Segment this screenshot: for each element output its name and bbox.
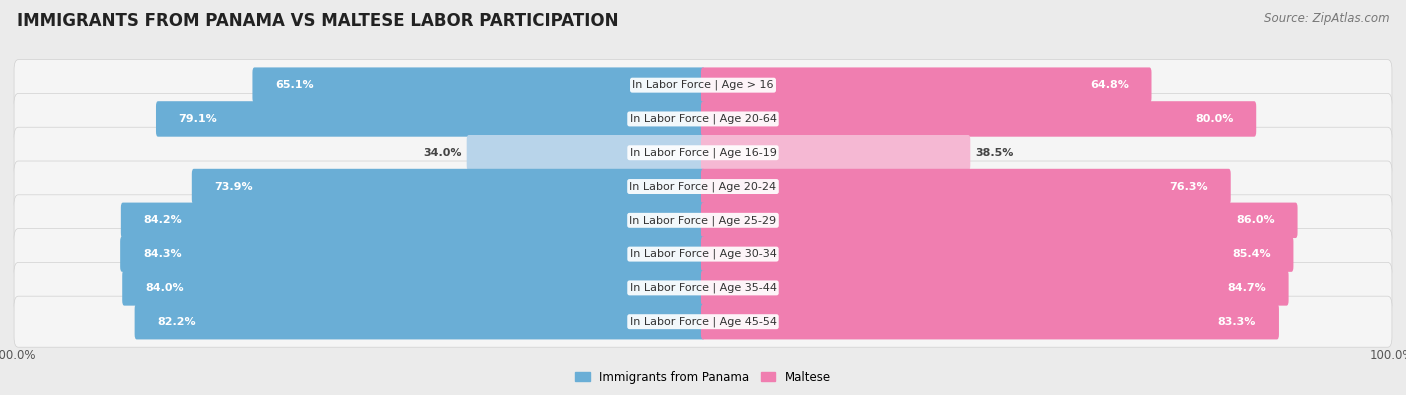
FancyBboxPatch shape bbox=[702, 169, 1230, 204]
Text: In Labor Force | Age 20-24: In Labor Force | Age 20-24 bbox=[630, 181, 776, 192]
Text: 64.8%: 64.8% bbox=[1090, 80, 1129, 90]
Text: In Labor Force | Age 35-44: In Labor Force | Age 35-44 bbox=[630, 283, 776, 293]
FancyBboxPatch shape bbox=[253, 68, 704, 103]
FancyBboxPatch shape bbox=[702, 135, 970, 171]
Text: 80.0%: 80.0% bbox=[1195, 114, 1233, 124]
FancyBboxPatch shape bbox=[156, 101, 704, 137]
FancyBboxPatch shape bbox=[702, 270, 1289, 306]
Text: 82.2%: 82.2% bbox=[157, 317, 195, 327]
FancyBboxPatch shape bbox=[14, 60, 1392, 111]
Text: In Labor Force | Age 30-34: In Labor Force | Age 30-34 bbox=[630, 249, 776, 260]
Text: 79.1%: 79.1% bbox=[179, 114, 218, 124]
FancyBboxPatch shape bbox=[14, 127, 1392, 178]
Text: 38.5%: 38.5% bbox=[976, 148, 1014, 158]
Text: 85.4%: 85.4% bbox=[1232, 249, 1271, 259]
FancyBboxPatch shape bbox=[14, 195, 1392, 246]
FancyBboxPatch shape bbox=[702, 68, 1152, 103]
Legend: Immigrants from Panama, Maltese: Immigrants from Panama, Maltese bbox=[571, 366, 835, 388]
FancyBboxPatch shape bbox=[467, 135, 704, 171]
FancyBboxPatch shape bbox=[702, 236, 1294, 272]
Text: IMMIGRANTS FROM PANAMA VS MALTESE LABOR PARTICIPATION: IMMIGRANTS FROM PANAMA VS MALTESE LABOR … bbox=[17, 12, 619, 30]
FancyBboxPatch shape bbox=[135, 304, 704, 339]
Text: In Labor Force | Age 45-54: In Labor Force | Age 45-54 bbox=[630, 316, 776, 327]
FancyBboxPatch shape bbox=[702, 304, 1279, 339]
Text: 84.7%: 84.7% bbox=[1227, 283, 1265, 293]
Text: Source: ZipAtlas.com: Source: ZipAtlas.com bbox=[1264, 12, 1389, 25]
Text: 73.9%: 73.9% bbox=[215, 182, 253, 192]
FancyBboxPatch shape bbox=[120, 236, 704, 272]
FancyBboxPatch shape bbox=[14, 296, 1392, 347]
FancyBboxPatch shape bbox=[14, 229, 1392, 280]
Text: In Labor Force | Age 20-64: In Labor Force | Age 20-64 bbox=[630, 114, 776, 124]
Text: 65.1%: 65.1% bbox=[276, 80, 314, 90]
FancyBboxPatch shape bbox=[702, 203, 1298, 238]
FancyBboxPatch shape bbox=[14, 161, 1392, 212]
FancyBboxPatch shape bbox=[14, 94, 1392, 145]
FancyBboxPatch shape bbox=[702, 101, 1256, 137]
FancyBboxPatch shape bbox=[191, 169, 704, 204]
FancyBboxPatch shape bbox=[122, 270, 704, 306]
Text: 34.0%: 34.0% bbox=[423, 148, 463, 158]
Text: 76.3%: 76.3% bbox=[1170, 182, 1208, 192]
Text: In Labor Force | Age > 16: In Labor Force | Age > 16 bbox=[633, 80, 773, 90]
FancyBboxPatch shape bbox=[121, 203, 704, 238]
FancyBboxPatch shape bbox=[14, 262, 1392, 313]
Text: 84.2%: 84.2% bbox=[143, 215, 183, 225]
Text: 83.3%: 83.3% bbox=[1218, 317, 1256, 327]
Text: In Labor Force | Age 25-29: In Labor Force | Age 25-29 bbox=[630, 215, 776, 226]
Text: In Labor Force | Age 16-19: In Labor Force | Age 16-19 bbox=[630, 147, 776, 158]
Text: 84.3%: 84.3% bbox=[143, 249, 181, 259]
Text: 86.0%: 86.0% bbox=[1236, 215, 1275, 225]
Text: 84.0%: 84.0% bbox=[145, 283, 184, 293]
